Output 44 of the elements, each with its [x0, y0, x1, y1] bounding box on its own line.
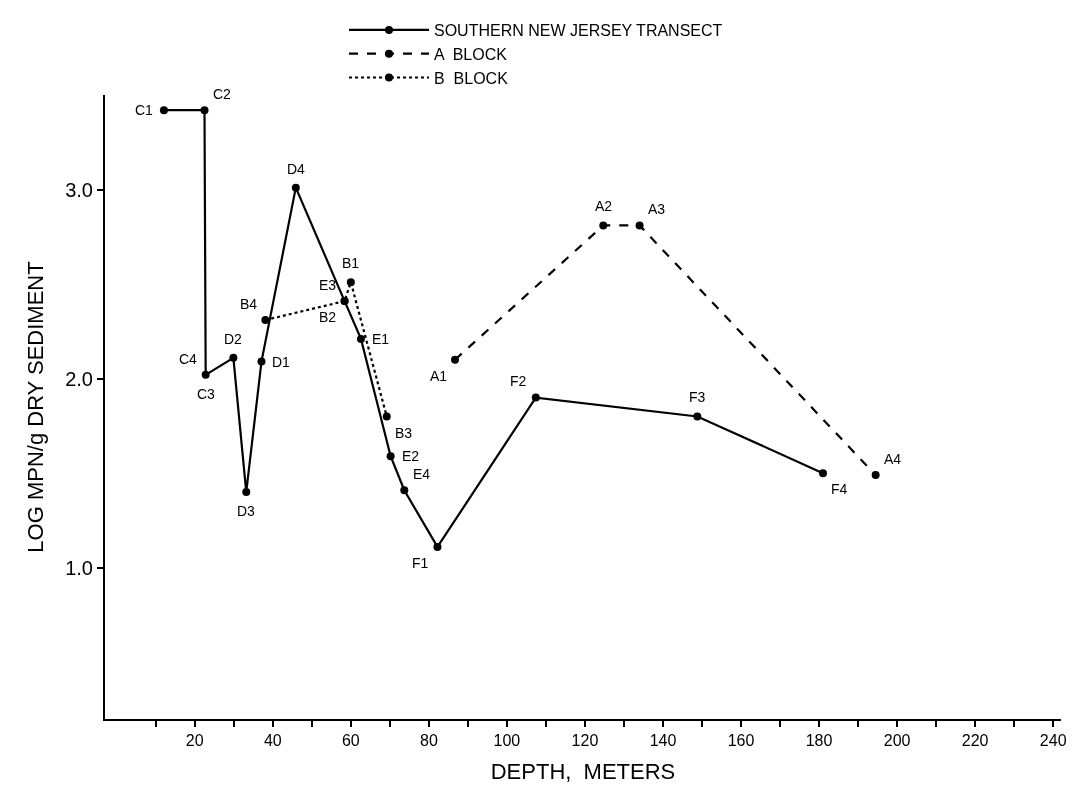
x-tick-label: 240 — [1039, 732, 1067, 750]
y-axis-title: LOG MPN/g DRY SEDIMENT — [23, 261, 49, 553]
annotation: F3 — [689, 389, 706, 405]
annotation: D2 — [224, 331, 243, 347]
annotation: D1 — [272, 354, 291, 370]
annotation: A3 — [648, 201, 666, 217]
x-tick-label: 160 — [727, 732, 755, 750]
x-axis-title: DEPTH, METERS — [490, 758, 676, 784]
annotation: F1 — [412, 555, 429, 571]
x-tick-label: 20 — [185, 732, 204, 750]
x-tick-label: 140 — [649, 732, 677, 750]
annotation: A4 — [884, 451, 902, 467]
annotation: A2 — [595, 198, 613, 214]
annotation: D4 — [287, 161, 306, 177]
annotation: E3 — [319, 277, 337, 293]
x-tick-label: 80 — [419, 732, 438, 750]
annotation: C2 — [213, 86, 232, 102]
y-tick-label: 2.0 — [65, 367, 93, 390]
x-tick-label: 220 — [961, 732, 989, 750]
x-tick-label: 60 — [341, 732, 360, 750]
y-tick-label: 1.0 — [65, 556, 93, 579]
annotation: F2 — [510, 373, 527, 389]
annotation: B3 — [395, 425, 413, 441]
x-tick-label: 40 — [263, 732, 282, 750]
legend-label: A BLOCK — [434, 45, 508, 63]
annotation: B4 — [240, 296, 258, 312]
x-tick-label: 120 — [571, 732, 599, 750]
annotation: C4 — [179, 351, 198, 367]
annotation: D3 — [237, 503, 256, 519]
annotation: C1 — [135, 102, 154, 118]
annotation: A1 — [430, 368, 448, 384]
x-tick-label: 200 — [883, 732, 911, 750]
annotation: E4 — [413, 466, 431, 482]
legend-label: SOUTHERN NEW JERSEY TRANSECT — [434, 22, 723, 40]
x-tick-label: 180 — [805, 732, 833, 750]
x-tick-label: 100 — [493, 732, 521, 750]
legend-label: B BLOCK — [434, 69, 509, 87]
y-tick-label: 3.0 — [65, 178, 93, 201]
annotation: E1 — [372, 331, 390, 347]
annotation: C3 — [197, 386, 216, 402]
annotation: B2 — [319, 309, 337, 325]
annotation: B1 — [342, 255, 360, 271]
annotation: F4 — [831, 481, 848, 497]
annotation: E2 — [402, 448, 420, 464]
